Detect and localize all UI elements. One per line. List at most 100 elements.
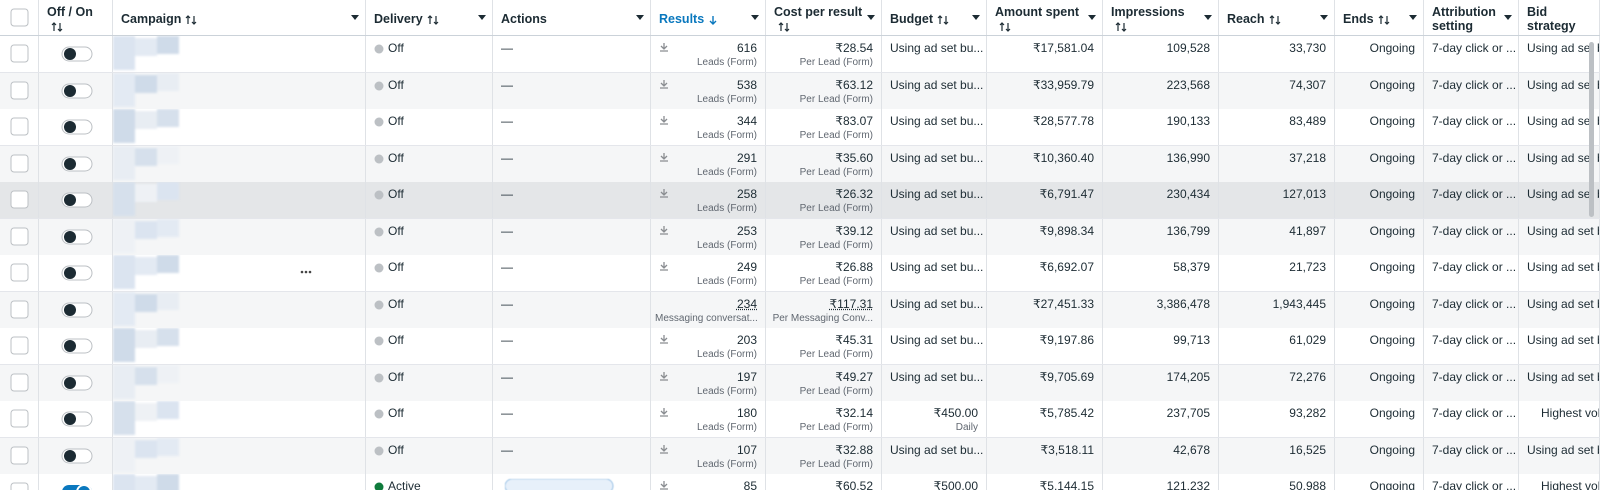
- toggle[interactable]: [61, 118, 93, 136]
- table-cell: Off: [366, 364, 493, 401]
- toggle[interactable]: [61, 45, 93, 63]
- header-cell[interactable]: Off / On: [39, 0, 113, 35]
- cost-per-result: ₹39.12: [835, 223, 873, 238]
- actions: —: [501, 114, 513, 128]
- table-cell: [113, 182, 366, 218]
- checkbox[interactable]: [10, 227, 30, 247]
- delivery-status: Off: [388, 333, 404, 347]
- header-cell[interactable]: Actions: [493, 0, 651, 35]
- actions: —: [501, 41, 513, 55]
- reach: 127,013: [1282, 187, 1326, 201]
- toggle[interactable]: [61, 337, 93, 355]
- column-label: Attribution setting: [1432, 5, 1496, 33]
- status-dot: [374, 154, 384, 163]
- table-cell: 258 Leads (Form): [651, 182, 766, 218]
- dropdown-caret: [478, 15, 486, 20]
- table-cell: Off: [366, 145, 493, 182]
- toggle[interactable]: [61, 264, 93, 282]
- header-cell[interactable]: Ends: [1335, 0, 1424, 35]
- more-menu[interactable]: [300, 270, 312, 274]
- table-row[interactable]: Off — 344 Leads (Form) ₹83.07 Per Lead (Form)…: [0, 109, 1600, 146]
- table-cell: 538 Leads (Form): [651, 72, 766, 109]
- table-row[interactable]: Off —291 Leads (Form) ₹35.60 Per Lead (Form)…: [0, 145, 1600, 183]
- column-label: Bid strategy: [1527, 5, 1576, 33]
- toggle[interactable]: [61, 374, 93, 392]
- header-cell[interactable]: Budget: [882, 0, 987, 35]
- header-cell[interactable]: Amount spent: [987, 0, 1103, 35]
- table-cell: [113, 291, 366, 328]
- toggle[interactable]: [61, 228, 93, 246]
- table-cell: Ongoing: [1335, 145, 1424, 182]
- table-cell: 85: [651, 474, 766, 490]
- impressions: 58,379: [1173, 260, 1210, 274]
- table-cell: [0, 255, 39, 291]
- header-cell[interactable]: Attribution setting: [1424, 0, 1519, 35]
- table-cell: 249 Leads (Form): [651, 255, 766, 291]
- header-cell[interactable]: Reach: [1219, 0, 1335, 35]
- table-cell: 41,897: [1219, 218, 1335, 255]
- table-row[interactable]: Off — 258 Leads (Form) ₹26.32 Per Lead (Form)…: [0, 182, 1600, 219]
- checkbox[interactable]: [10, 409, 30, 429]
- checkbox[interactable]: [10, 446, 30, 466]
- table-row[interactable]: Off — 249 Leads (Form) ₹26.88 Per Lead (Form)…: [0, 255, 1600, 292]
- table-cell: Off: [366, 36, 493, 72]
- checkbox[interactable]: [10, 336, 30, 356]
- ends: Ongoing: [1369, 150, 1415, 165]
- result-type: Leads (Form): [696, 93, 757, 105]
- delivery-status: Off: [388, 150, 404, 165]
- table-row[interactable]: Off — 616 Leads (Form) ₹28.54 Per Lead (Form)…: [0, 36, 1600, 73]
- actions: —: [501, 223, 513, 238]
- header-cell[interactable]: Delivery: [366, 0, 493, 35]
- toggle[interactable]: [61, 191, 93, 209]
- table-row[interactable]: Off —253 Leads (Form) ₹39.12 Per Lead (Form)…: [0, 218, 1600, 256]
- table-row[interactable]: Off — 203 Leads (Form) ₹45.31 Per Lead (Form)…: [0, 328, 1600, 365]
- checkbox[interactable]: [10, 81, 30, 101]
- checkbox[interactable]: [10, 482, 30, 490]
- table-cell: Using ad set bu...: [882, 328, 987, 364]
- toggle[interactable]: [61, 447, 93, 465]
- table-row[interactable]: Off —234 Messaging conversat... ₹117.31 Per …: [0, 291, 1600, 329]
- results: 344: [736, 114, 757, 128]
- checkbox[interactable]: [10, 154, 30, 174]
- checkbox[interactable]: [10, 8, 30, 28]
- checkbox[interactable]: [10, 117, 30, 137]
- toggle[interactable]: [61, 301, 93, 319]
- header-cell[interactable]: Impressions: [1103, 0, 1219, 35]
- attribution-setting: 7-day click or ...: [1432, 187, 1517, 201]
- download-icon: [660, 371, 668, 381]
- table-cell: [493, 474, 651, 490]
- dropdown-caret: [636, 15, 644, 20]
- toggle[interactable]: [61, 82, 93, 100]
- checkbox[interactable]: [10, 263, 30, 283]
- checkbox[interactable]: [10, 44, 30, 64]
- table-cell: —: [493, 437, 651, 474]
- table-cell: Using ad set b: [1519, 109, 1600, 145]
- toggle[interactable]: [61, 410, 93, 428]
- budget: Using ad set bu...: [890, 296, 984, 311]
- toggle[interactable]: [61, 483, 93, 490]
- dropdown-caret: [1504, 15, 1512, 20]
- table-row[interactable]: Off — 180 Leads (Form) ₹32.14 Per Lead (Form)…: [0, 401, 1600, 438]
- table-cell: Using ad set b: [1519, 36, 1600, 72]
- table-row[interactable]: Off —197 Leads (Form) ₹49.27 Per Lead (Form)…: [0, 364, 1600, 402]
- download-icon: [660, 444, 668, 454]
- table-row[interactable]: Off —107 Leads (Form) ₹32.88 Per Lead (Form)…: [0, 437, 1600, 475]
- status-dot: [374, 336, 384, 346]
- attribution-setting: 7-day click or ...: [1432, 260, 1517, 274]
- table-cell: Using ad set bu...: [882, 145, 987, 182]
- header-cell[interactable]: Bid strategy: [1519, 0, 1600, 35]
- header-cell[interactable]: Campaign: [113, 0, 366, 35]
- table-row[interactable]: Active 85 ₹60.52 ₹500.00 ₹5,144.15 121,232 50,…: [0, 474, 1600, 490]
- checkbox[interactable]: [10, 373, 30, 393]
- table-cell: ₹450.00 Daily: [882, 401, 987, 437]
- checkbox[interactable]: [10, 300, 30, 320]
- header-cell[interactable]: Results: [651, 0, 766, 35]
- header-cell[interactable]: Cost per result: [766, 0, 882, 35]
- reach: 1,943,445: [1272, 296, 1326, 311]
- attribution-setting: 7-day click or ...: [1432, 296, 1517, 311]
- toggle[interactable]: [61, 155, 93, 173]
- checkbox[interactable]: [10, 190, 30, 210]
- results: 107: [736, 442, 757, 457]
- table-row[interactable]: Off —538 Leads (Form) ₹63.12 Per Lead (Form)…: [0, 72, 1600, 110]
